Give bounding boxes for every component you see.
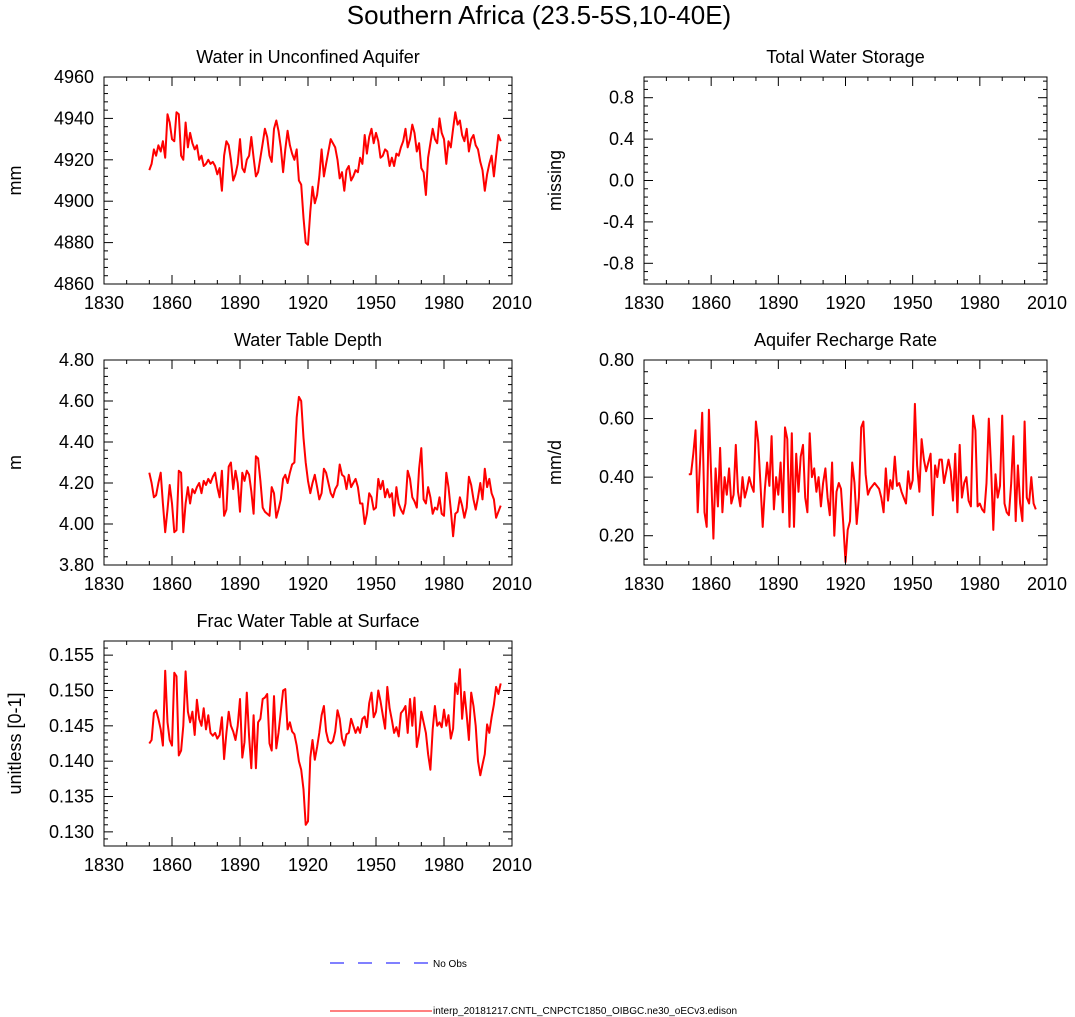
- series-line-unconfined-0: [148, 111, 502, 246]
- x-tick-label-frac_surface-1920: 1920: [288, 855, 328, 875]
- y-tick-label-frac_surface-0-15: 0.150: [49, 680, 94, 700]
- y-axis-label-unconfined: mm: [5, 166, 25, 196]
- x-tick-label-unconfined-1950: 1950: [356, 293, 396, 313]
- x-tick-label-frac_surface-1950: 1950: [356, 855, 396, 875]
- plot-frame-total_storage: [643, 76, 1048, 285]
- y-tick-label-recharge-0-4: 0.40: [599, 467, 634, 487]
- y-tick-label-frac_surface-0-13: 0.130: [49, 822, 94, 842]
- y-tick-label-unconfined-4860: 4860: [54, 274, 94, 294]
- y-tick-label-wtd-4-8: 4.80: [59, 350, 94, 370]
- y-tick-label-unconfined-4960: 4960: [54, 67, 94, 87]
- panel-title-total_storage: Total Water Storage: [766, 47, 924, 67]
- x-tick-label-total_storage-1890: 1890: [758, 293, 798, 313]
- y-tick-label-recharge-0-8: 0.80: [599, 350, 634, 370]
- x-tick-label-wtd-1830: 1830: [84, 574, 124, 594]
- x-tick-label-unconfined-2010: 2010: [492, 293, 532, 313]
- panel-total-water-storage: 1830 1860 1890 1920 1950 1980 2010 -0.8 -0.4 0.0 0…: [545, 47, 1067, 313]
- x-tick-label-frac_surface-2010: 2010: [492, 855, 532, 875]
- panel-unconfined-aquifer: 1830 1860 1890 1920 1950 1980 2010 4860 4880 4900…: [5, 47, 532, 313]
- legend-model-label: interp_20181217.CNTL_CNPCTC1850_OIBGC.ne…: [433, 1006, 737, 1017]
- x-tick-label-unconfined-1980: 1980: [424, 293, 464, 313]
- y-tick-label-wtd-4: 4.00: [59, 514, 94, 534]
- y-axis-label-wtd: m: [5, 455, 25, 470]
- x-tick-label-recharge-2010: 2010: [1027, 574, 1067, 594]
- x-tick-label-total_storage-1920: 1920: [825, 293, 865, 313]
- series-line-wtd-0: [148, 395, 502, 538]
- x-tick-label-wtd-1890: 1890: [220, 574, 260, 594]
- x-tick-label-frac_surface-1860: 1860: [152, 855, 192, 875]
- panel-aquifer-recharge: 1830 1860 1890 1920 1950 1980 2010 0.20 0.40 0.60…: [545, 330, 1067, 594]
- panel-title-wtd: Water Table Depth: [234, 330, 382, 350]
- y-tick-label-unconfined-4880: 4880: [54, 233, 94, 253]
- panel-title-frac_surface: Frac Water Table at Surface: [196, 611, 419, 631]
- panel-title-unconfined: Water in Unconfined Aquifer: [196, 47, 419, 67]
- x-tick-label-frac_surface-1830: 1830: [84, 855, 124, 875]
- y-tick-label-total_storage--0-4: -0.4: [603, 212, 634, 232]
- panel-title-recharge: Aquifer Recharge Rate: [754, 330, 937, 350]
- series-line-recharge-0: [688, 402, 1037, 564]
- x-tick-label-wtd-1980: 1980: [424, 574, 464, 594]
- y-tick-label-frac_surface-0-14: 0.140: [49, 751, 94, 771]
- x-tick-label-wtd-1950: 1950: [356, 574, 396, 594]
- x-tick-label-total_storage-1860: 1860: [691, 293, 731, 313]
- y-tick-label-frac_surface-0-135: 0.135: [49, 787, 94, 807]
- y-tick-label-recharge-0-2: 0.20: [599, 526, 634, 546]
- y-tick-label-wtd-4-2: 4.20: [59, 473, 94, 493]
- x-tick-label-wtd-1920: 1920: [288, 574, 328, 594]
- x-tick-label-recharge-1980: 1980: [960, 574, 1000, 594]
- series-line-frac_surface-0: [148, 668, 502, 826]
- y-tick-label-total_storage--0-8: -0.8: [603, 253, 634, 273]
- x-tick-label-wtd-1860: 1860: [152, 574, 192, 594]
- y-tick-label-frac_surface-0-155: 0.155: [49, 645, 94, 665]
- x-tick-label-recharge-1860: 1860: [691, 574, 731, 594]
- plot-frame-wtd: [103, 359, 513, 566]
- y-tick-label-recharge-0-6: 0.60: [599, 409, 634, 429]
- y-tick-label-total_storage-0: 0.0: [609, 171, 634, 191]
- y-tick-label-unconfined-4940: 4940: [54, 108, 94, 128]
- x-tick-label-unconfined-1860: 1860: [152, 293, 192, 313]
- y-tick-label-unconfined-4900: 4900: [54, 191, 94, 211]
- x-tick-label-total_storage-1950: 1950: [893, 293, 933, 313]
- y-tick-label-total_storage-0-8: 0.8: [609, 88, 634, 108]
- x-tick-label-unconfined-1920: 1920: [288, 293, 328, 313]
- x-tick-label-recharge-1830: 1830: [624, 574, 664, 594]
- y-axis-label-frac_surface: unitless [0-1]: [5, 692, 25, 794]
- y-axis-label-total_storage: missing: [545, 150, 565, 211]
- x-tick-label-frac_surface-1890: 1890: [220, 855, 260, 875]
- x-tick-label-total_storage-1980: 1980: [960, 293, 1000, 313]
- y-tick-label-wtd-4-6: 4.60: [59, 391, 94, 411]
- x-tick-label-recharge-1950: 1950: [893, 574, 933, 594]
- y-tick-label-unconfined-4920: 4920: [54, 150, 94, 170]
- y-tick-label-wtd-4-4: 4.40: [59, 432, 94, 452]
- panel-water-table-depth: 1830 1860 1890 1920 1950 1980 2010 3.80 4.00 4.20…: [5, 330, 532, 594]
- x-tick-label-recharge-1890: 1890: [758, 574, 798, 594]
- x-tick-label-recharge-1920: 1920: [825, 574, 865, 594]
- x-tick-label-total_storage-1830: 1830: [624, 293, 664, 313]
- x-tick-label-unconfined-1890: 1890: [220, 293, 260, 313]
- y-tick-label-total_storage-0-4: 0.4: [609, 129, 634, 149]
- plot-frame-unconfined: [103, 76, 513, 285]
- x-tick-label-wtd-2010: 2010: [492, 574, 532, 594]
- legend-obs-label: No Obs: [433, 959, 467, 970]
- legend: No Obs interp_20181217.CNTL_CNPCTC1850_O…: [330, 959, 737, 1017]
- y-tick-label-wtd-3-8: 3.80: [59, 555, 94, 575]
- y-axis-label-recharge: mm/d: [545, 440, 565, 485]
- panel-frac-water-table: 1830 1860 1890 1920 1950 1980 2010 0.130 0.135 0.…: [5, 611, 532, 875]
- x-tick-label-frac_surface-1980: 1980: [424, 855, 464, 875]
- figure-title: Southern Africa (23.5-5S,10-40E): [347, 0, 731, 30]
- x-tick-label-total_storage-2010: 2010: [1027, 293, 1067, 313]
- y-tick-label-frac_surface-0-145: 0.145: [49, 716, 94, 736]
- x-tick-label-unconfined-1830: 1830: [84, 293, 124, 313]
